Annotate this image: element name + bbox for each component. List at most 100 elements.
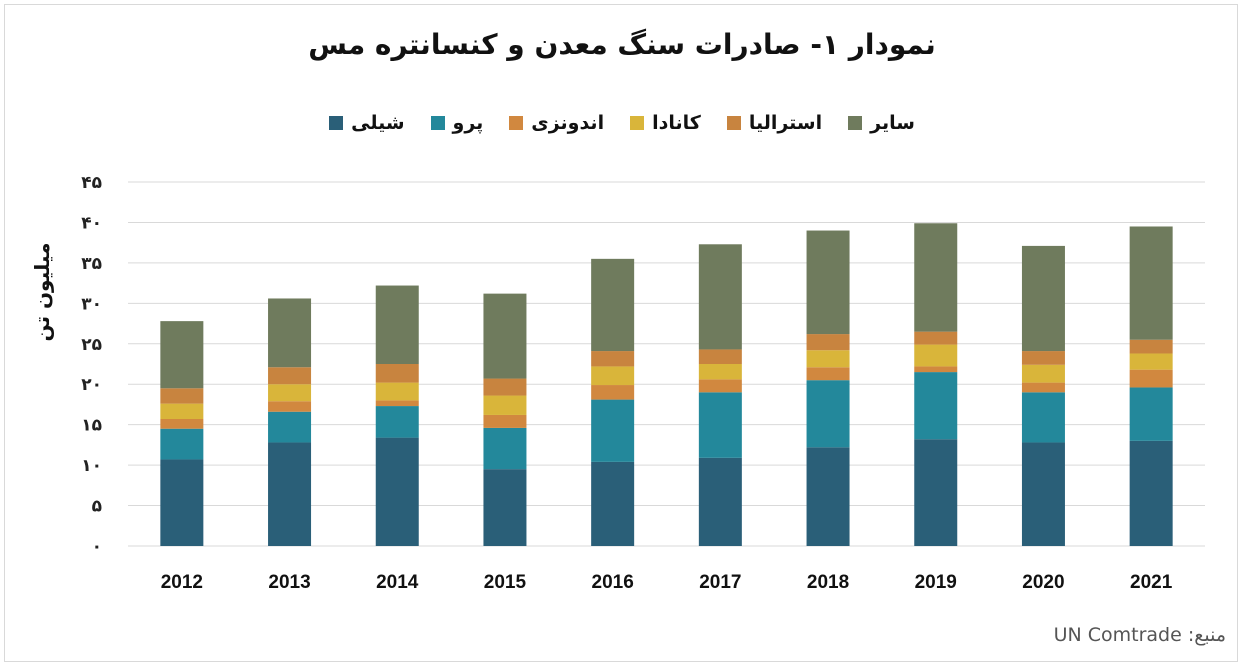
y-tick-label: ۲۵ bbox=[81, 335, 102, 355]
bar-segment bbox=[483, 395, 527, 415]
y-tick-label: ۳۰ bbox=[81, 294, 102, 314]
bar-segment bbox=[375, 382, 419, 401]
bar-segment bbox=[698, 244, 742, 350]
bar-segment bbox=[483, 293, 527, 379]
x-tick-label: 2016 bbox=[592, 572, 634, 593]
bar-segment bbox=[806, 380, 850, 448]
bar-segment bbox=[914, 439, 958, 546]
x-tick-label: 2012 bbox=[161, 572, 203, 593]
bar-segment bbox=[1129, 339, 1173, 354]
bar-segment bbox=[160, 419, 204, 429]
bar-segment bbox=[160, 388, 204, 404]
bar-segment bbox=[375, 437, 419, 546]
bar-segment bbox=[698, 379, 742, 393]
chart-title: نمودار ۱- صادرات سنگ معدن و کنسانتره مس bbox=[308, 28, 936, 61]
bar-segment bbox=[591, 366, 635, 386]
bar-segment bbox=[806, 367, 850, 381]
bar-segment bbox=[160, 403, 204, 420]
bar-segment bbox=[483, 427, 527, 470]
bar-segment bbox=[698, 349, 742, 364]
legend-item: اندونزی bbox=[509, 112, 604, 134]
bar-segment bbox=[1129, 353, 1173, 370]
bar-segment bbox=[806, 350, 850, 368]
x-tick-label: 2014 bbox=[376, 572, 419, 593]
bar-segment bbox=[375, 285, 419, 364]
bar-segment bbox=[1021, 351, 1065, 365]
legend-label: سایر bbox=[870, 112, 915, 134]
bar-segment bbox=[806, 230, 850, 335]
bar-segment bbox=[268, 367, 312, 385]
x-tick-label: 2020 bbox=[1022, 572, 1064, 593]
legend-swatch bbox=[329, 116, 344, 130]
bar-segment bbox=[375, 400, 419, 407]
bar-segment bbox=[160, 321, 204, 389]
legend-swatch bbox=[630, 116, 645, 130]
bar-segment bbox=[483, 414, 527, 428]
legend-label: اندونزی bbox=[531, 112, 605, 134]
bar-segment bbox=[591, 351, 635, 367]
bar-segment bbox=[483, 469, 527, 546]
bar-segment bbox=[268, 298, 312, 368]
y-tick-label: ۴۵ bbox=[81, 173, 102, 193]
bar-segment bbox=[1021, 364, 1065, 383]
y-tick-label: ۲۰ bbox=[81, 375, 102, 395]
bar-segment bbox=[375, 406, 419, 438]
legend-label: شیلی bbox=[351, 112, 405, 134]
y-tick-label: ۱۰ bbox=[81, 456, 102, 476]
bar-segment bbox=[591, 258, 635, 352]
bar-segment bbox=[914, 331, 958, 345]
x-tick-label: 2018 bbox=[807, 572, 849, 593]
legend-item: استرالیا bbox=[726, 112, 823, 134]
bar-segment bbox=[268, 401, 312, 412]
bar-segment bbox=[914, 366, 958, 373]
source-note: منبع: UN Comtrade bbox=[1053, 624, 1226, 646]
legend-swatch bbox=[430, 116, 445, 130]
bar-segment bbox=[1021, 392, 1065, 443]
bar-segment bbox=[914, 223, 958, 332]
bar-segment bbox=[268, 442, 312, 546]
legend-swatch bbox=[726, 116, 741, 130]
bar-segment bbox=[806, 334, 850, 351]
bar-segment bbox=[375, 364, 419, 383]
bar-segment bbox=[1021, 245, 1065, 352]
y-tick-label: ۰ bbox=[92, 537, 102, 557]
bar-segment bbox=[1129, 369, 1173, 388]
bar-segment bbox=[160, 459, 204, 546]
x-tick-label: 2019 bbox=[915, 572, 957, 593]
bar-segment bbox=[1129, 440, 1173, 546]
bar-segment bbox=[1021, 382, 1065, 393]
y-tick-label: ۵ bbox=[92, 497, 102, 517]
y-tick-label: ۴۰ bbox=[81, 213, 102, 233]
x-tick-label: 2021 bbox=[1130, 572, 1173, 593]
legend-item: پرو bbox=[430, 112, 484, 134]
legend-label: پرو bbox=[452, 112, 484, 134]
bar-segment bbox=[698, 364, 742, 380]
legend: شیلی پرو اندونزی کانادا استرالیا سایر bbox=[0, 112, 1244, 134]
y-tick-label: ۱۵ bbox=[81, 416, 102, 436]
bar-segment bbox=[1021, 442, 1065, 546]
legend-swatch bbox=[509, 116, 524, 130]
y-tick-label: ۳۵ bbox=[81, 254, 102, 274]
bar-segment bbox=[591, 385, 635, 400]
legend-item: کانادا bbox=[630, 112, 701, 134]
bar-segment bbox=[591, 461, 635, 546]
bar-segment bbox=[483, 378, 527, 396]
bar-segment bbox=[1129, 387, 1173, 441]
x-tick-label: 2017 bbox=[699, 572, 741, 593]
legend-label: کانادا bbox=[652, 112, 701, 134]
bar-segment bbox=[698, 457, 742, 546]
bar-segment bbox=[698, 392, 742, 458]
x-tick-label: 2015 bbox=[484, 572, 527, 593]
legend-label: استرالیا bbox=[748, 112, 823, 134]
bar-segment bbox=[268, 384, 312, 402]
bar-segment bbox=[806, 447, 850, 546]
bar-segment bbox=[591, 399, 635, 462]
bar-segment bbox=[914, 372, 958, 440]
bar-segment bbox=[268, 411, 312, 443]
legend-item: سایر bbox=[848, 112, 915, 134]
bar-segment bbox=[160, 428, 204, 460]
bar-segment bbox=[1129, 226, 1173, 340]
legend-item: شیلی bbox=[329, 112, 405, 134]
bar-segment bbox=[914, 344, 958, 367]
